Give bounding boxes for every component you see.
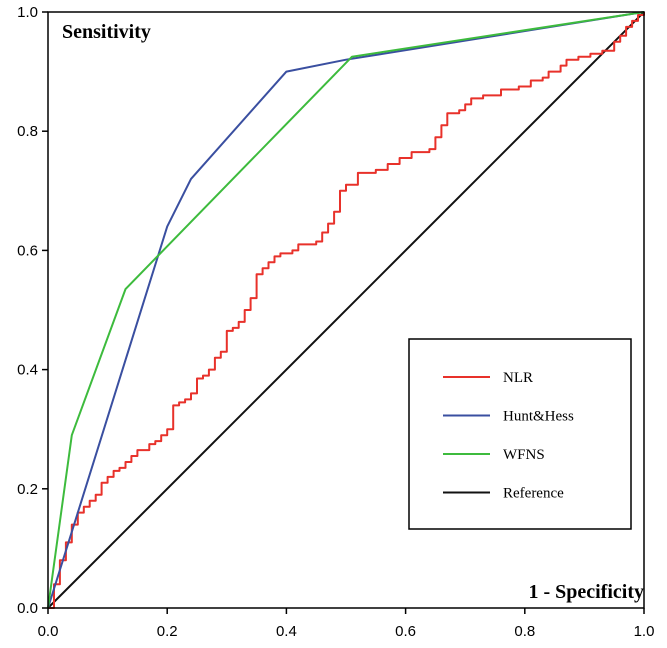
x-tick-label: 0.4	[276, 623, 297, 640]
tick-marks: 0.0 0.2 0.4 0.6 0.8 1.0 0.0 0.2 0.4 0.6 0.8 1.0	[17, 4, 654, 640]
x-tick-label: 0.6	[395, 623, 416, 640]
series-line-hunt-hess	[47, 11, 645, 609]
series-line-nlr	[48, 12, 645, 609]
x-tick-label: 1.0	[634, 623, 655, 640]
y-tick-label: 0.4	[17, 362, 38, 379]
legend: NLR Hunt&Hess WFNS Reference	[408, 338, 632, 530]
series-line-wfns	[47, 11, 645, 609]
y-tick-label: 1.0	[17, 4, 38, 21]
x-tick-label: 0.2	[157, 623, 178, 640]
y-tick-label: 0.8	[17, 123, 38, 140]
x-tick-label: 0.0	[38, 623, 59, 640]
y-tick-label: 0.0	[17, 600, 38, 617]
plot-frame	[47, 11, 645, 609]
x-tick-label: 0.8	[514, 623, 535, 640]
x-axis-title: 1 - Specificity	[528, 581, 644, 603]
legend-label-hunt-hess: Hunt&Hess	[503, 409, 574, 425]
legend-box	[408, 338, 632, 530]
legend-label-reference: Reference	[503, 486, 564, 502]
legend-label-wfns: WFNS	[503, 447, 545, 463]
legend-label-nlr: NLR	[503, 370, 533, 386]
series-line-reference	[47, 11, 645, 609]
chart-axes	[47, 11, 645, 609]
chart-marks	[47, 11, 645, 609]
y-axis-title: Sensitivity	[62, 21, 151, 43]
y-tick-label: 0.2	[17, 481, 38, 498]
y-tick-label: 0.6	[17, 242, 38, 259]
